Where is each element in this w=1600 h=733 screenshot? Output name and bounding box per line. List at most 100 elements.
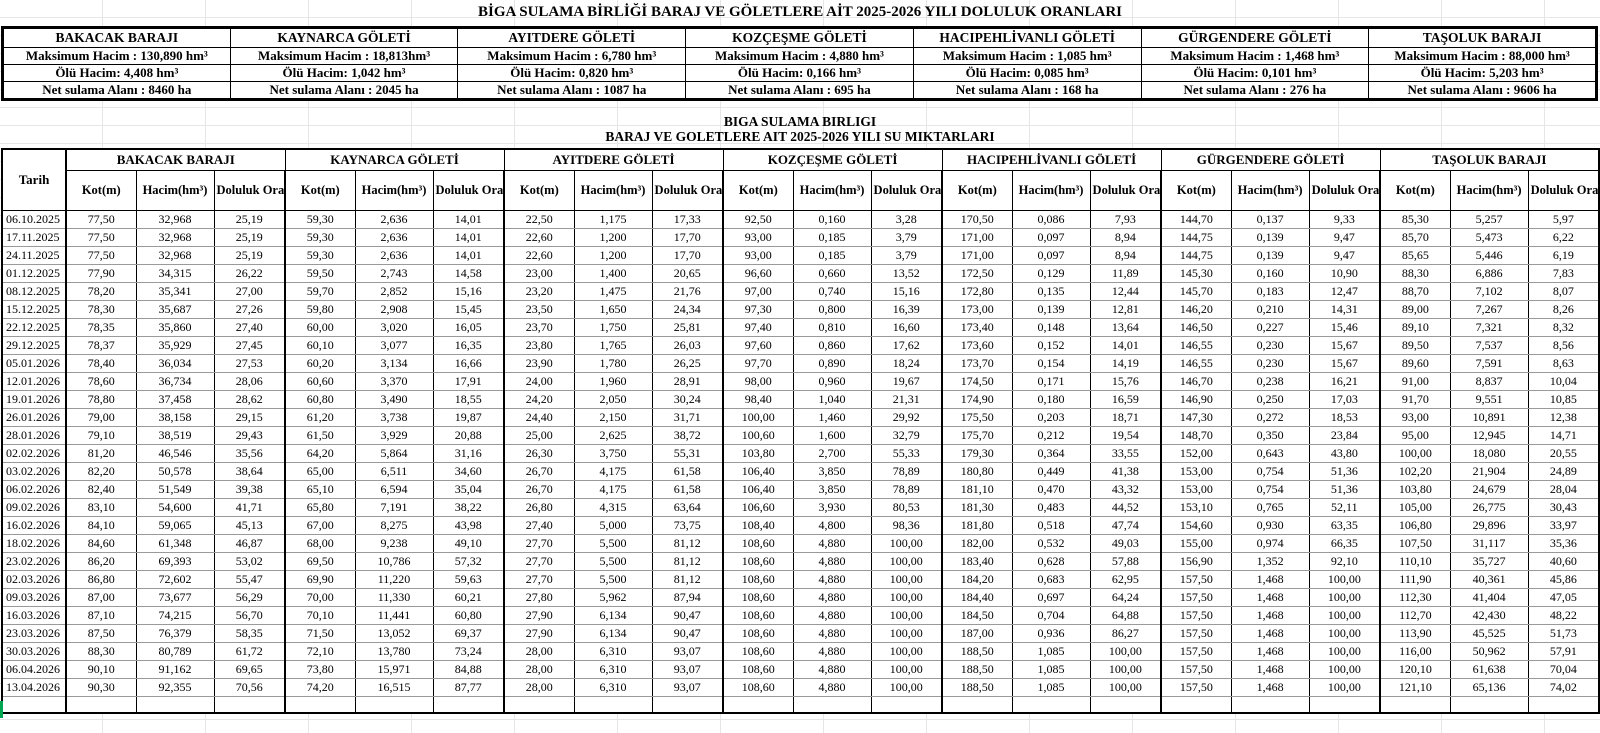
value-cell: 35,929 xyxy=(135,335,215,355)
value-cell: 23,84 xyxy=(1308,425,1381,445)
value-cell: 0,740 xyxy=(792,281,872,301)
value-cell: 46,87 xyxy=(213,533,286,553)
value-cell: 146,90 xyxy=(1160,389,1232,409)
value-cell: 57,91 xyxy=(1527,641,1600,661)
date-cell: 05.01.2026 xyxy=(1,353,67,373)
sub-header-hacim: Hacim(hm³) xyxy=(792,169,872,211)
value-cell: 4,880 xyxy=(792,677,872,697)
value-cell: 0,171 xyxy=(1011,371,1091,391)
value-cell: 4,175 xyxy=(573,479,653,499)
value-cell: 28,62 xyxy=(213,389,286,409)
sub-header-doluluk: Doluluk Oranı (%) xyxy=(651,169,724,211)
value-cell: 0,518 xyxy=(1011,515,1091,535)
reservoir-name: TAŞOLUK BARAJI xyxy=(1368,27,1597,48)
value-cell: 174,90 xyxy=(941,389,1013,409)
empty-cell xyxy=(792,695,872,713)
page-title: BİGA SULAMA BİRLİĞİ BARAJ VE GÖLETLERE A… xyxy=(477,4,1123,20)
value-cell: 14,01 xyxy=(432,245,505,265)
value-cell: 77,50 xyxy=(65,227,137,247)
value-cell: 79,10 xyxy=(65,425,137,445)
value-cell: 120,10 xyxy=(1379,659,1451,679)
value-cell: 100,00 xyxy=(1308,587,1381,607)
value-cell: 43,80 xyxy=(1308,443,1381,463)
value-cell: 16,59 xyxy=(1089,389,1162,409)
value-cell: 100,00 xyxy=(870,641,943,661)
value-cell: 38,22 xyxy=(432,497,505,517)
value-cell: 14,71 xyxy=(1527,425,1600,445)
date-cell: 22.12.2025 xyxy=(1,317,67,337)
value-cell: 153,00 xyxy=(1160,479,1232,499)
value-cell: 1,200 xyxy=(573,245,653,265)
value-cell: 153,10 xyxy=(1160,497,1232,517)
value-cell: 0,154 xyxy=(1011,353,1091,373)
value-cell: 2,852 xyxy=(354,281,434,301)
empty-cell xyxy=(1011,695,1091,713)
value-cell: 90,47 xyxy=(651,623,724,643)
date-cell: 09.02.2026 xyxy=(1,497,67,517)
value-cell: 61,20 xyxy=(284,407,356,427)
value-cell: 86,27 xyxy=(1089,623,1162,643)
value-cell: 19,54 xyxy=(1089,425,1162,445)
value-cell: 2,150 xyxy=(573,407,653,427)
value-cell: 0,210 xyxy=(1230,299,1310,319)
value-cell: 55,33 xyxy=(870,443,943,463)
value-cell: 2,050 xyxy=(573,389,653,409)
value-cell: 18,080 xyxy=(1449,443,1529,463)
value-cell: 32,968 xyxy=(135,227,215,247)
empty-cell xyxy=(284,695,356,713)
table-row: 15.12.2025 78,30 35,687 27,26 59,80 2,908 15,4… xyxy=(1,299,1600,319)
value-cell: 154,60 xyxy=(1160,515,1232,535)
value-cell: 184,20 xyxy=(941,569,1013,589)
value-cell: 8,275 xyxy=(354,515,434,535)
value-cell: 2,636 xyxy=(354,245,434,265)
value-cell: 146,55 xyxy=(1160,335,1232,355)
value-cell: 20,65 xyxy=(651,263,724,283)
value-cell: 29,15 xyxy=(213,407,286,427)
value-cell: 73,75 xyxy=(651,515,724,535)
value-cell: 108,60 xyxy=(722,605,794,625)
value-cell: 19,87 xyxy=(432,407,505,427)
value-cell: 0,800 xyxy=(792,299,872,319)
value-cell: 8,837 xyxy=(1449,371,1529,391)
reservoir-dead-value: Ölü Hacim: 4,408 hm³ xyxy=(2,64,231,82)
value-cell: 32,968 xyxy=(135,209,215,229)
value-cell: 4,880 xyxy=(792,551,872,571)
value-cell: 61,58 xyxy=(651,479,724,499)
water-levels-table: Tarih BAKACAK BARAJI KAYNARCA GÖLETİ AYITDE… xyxy=(1,148,1600,714)
value-cell: 6,310 xyxy=(573,641,653,661)
value-cell: 106,40 xyxy=(722,479,794,499)
value-cell: 181,30 xyxy=(941,497,1013,517)
value-cell: 6,594 xyxy=(354,479,434,499)
value-cell: 32,79 xyxy=(870,425,943,445)
value-cell: 157,50 xyxy=(1160,659,1232,679)
value-cell: 8,94 xyxy=(1089,227,1162,247)
value-cell: 95,00 xyxy=(1379,425,1451,445)
value-cell: 100,00 xyxy=(870,623,943,643)
value-cell: 27,00 xyxy=(213,281,286,301)
value-cell: 4,880 xyxy=(792,659,872,679)
reservoir-dead-value: Ölü Hacim: 0,820 hm³ xyxy=(457,64,687,82)
sub-header-doluluk: Doluluk Oranı (%) xyxy=(1308,169,1381,211)
value-cell: 146,70 xyxy=(1160,371,1232,391)
value-cell: 51,549 xyxy=(135,479,215,499)
value-cell: 1,040 xyxy=(792,389,872,409)
value-cell: 5,500 xyxy=(573,569,653,589)
value-cell: 3,850 xyxy=(792,461,872,481)
value-cell: 18,71 xyxy=(1089,407,1162,427)
value-cell: 53,02 xyxy=(213,551,286,571)
value-cell: 7,537 xyxy=(1449,335,1529,355)
value-cell: 1,085 xyxy=(1011,641,1091,661)
value-cell: 0,704 xyxy=(1011,605,1091,625)
value-cell: 70,10 xyxy=(284,605,356,625)
value-cell: 1,175 xyxy=(573,209,653,229)
value-cell: 73,677 xyxy=(135,587,215,607)
value-cell: 15,16 xyxy=(870,281,943,301)
reservoir-group-header: GÜRGENDERE GÖLETİ xyxy=(1160,148,1381,171)
value-cell: 61,58 xyxy=(651,461,724,481)
value-cell: 145,30 xyxy=(1160,263,1232,283)
value-cell: 69,65 xyxy=(213,659,286,679)
value-cell: 146,50 xyxy=(1160,317,1232,337)
value-cell: 27,40 xyxy=(503,515,575,535)
value-cell: 173,40 xyxy=(941,317,1013,337)
value-cell: 0,250 xyxy=(1230,389,1310,409)
